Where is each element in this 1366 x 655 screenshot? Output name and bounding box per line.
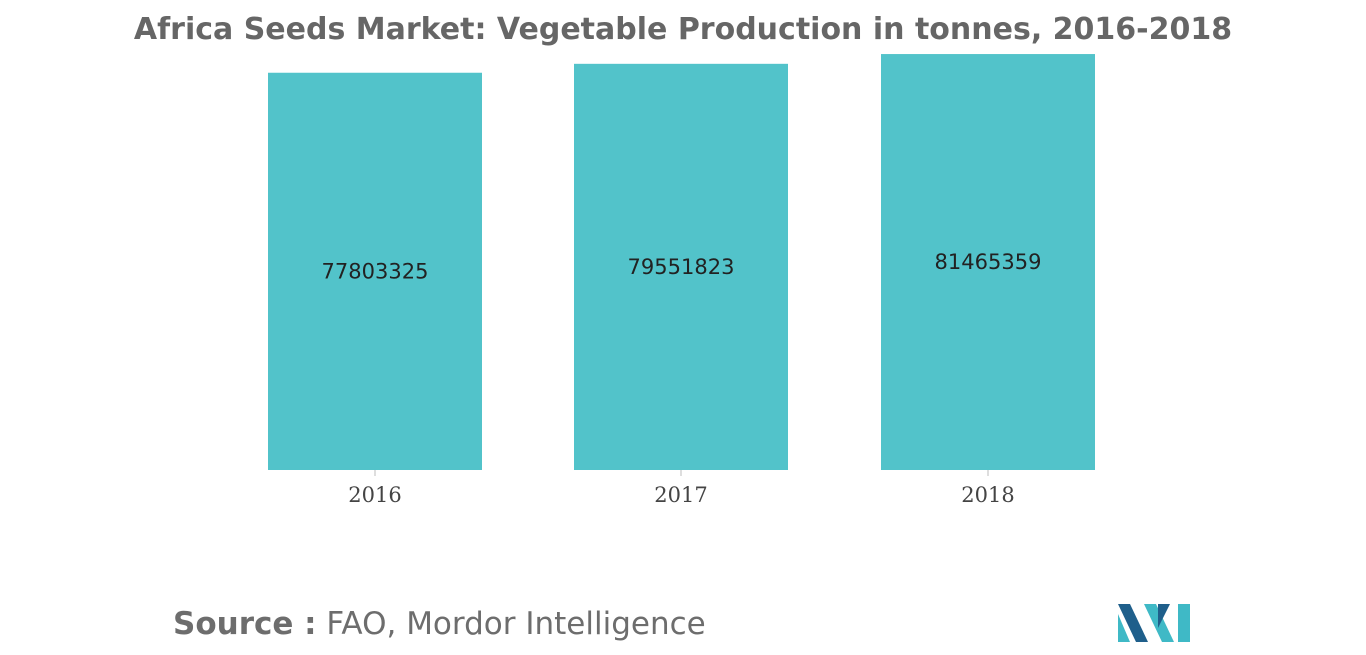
bar-2018	[881, 54, 1095, 471]
bar-2017	[574, 63, 788, 470]
source-text: FAO, Mordor Intelligence	[316, 606, 706, 642]
bar-2016	[268, 72, 482, 471]
mordor-intelligence-logo-icon	[1118, 604, 1190, 642]
x-tick-label-2017: 2017	[654, 483, 707, 507]
data-label-2017: 79551823	[628, 255, 735, 279]
data-label-2018: 81465359	[935, 250, 1042, 274]
data-labels-group: 77803325 79551823 81465359	[322, 250, 1042, 283]
chart-title: Africa Seeds Market: Vegetable Productio…	[133, 12, 1233, 47]
x-tick-label-2016: 2016	[348, 483, 401, 507]
x-tick-label-2018: 2018	[961, 483, 1014, 507]
source-note: Source : FAO, Mordor Intelligence	[173, 606, 706, 642]
data-label-2016: 77803325	[322, 259, 429, 283]
bar-chart: 77803325 79551823 81465359 2016 2017 2018	[268, 54, 1095, 507]
x-axis: 2016 2017 2018	[348, 470, 1015, 507]
bars-group	[268, 54, 1095, 471]
source-prefix: Source :	[173, 606, 317, 642]
